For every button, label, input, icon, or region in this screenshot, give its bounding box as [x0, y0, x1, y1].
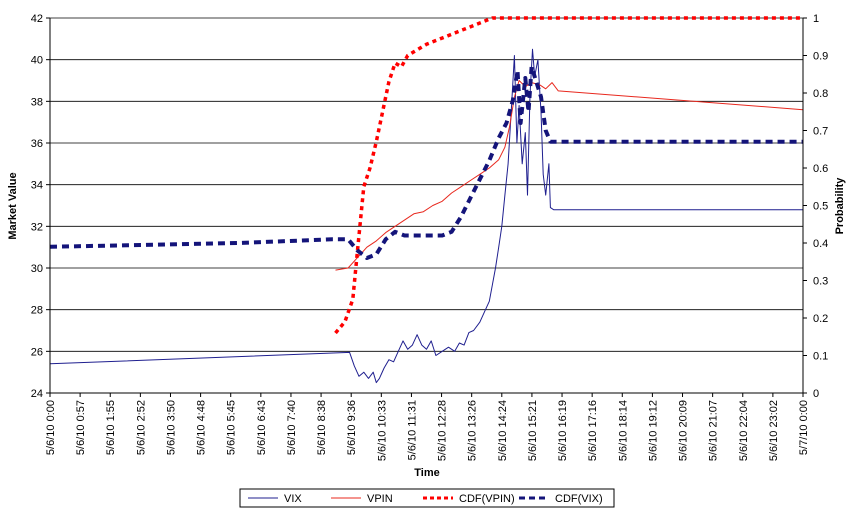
right-tick-label: 0.3 [813, 276, 828, 288]
x-tick-label: 5/6/10 15:21 [527, 400, 539, 461]
right-tick-label: 0.1 [813, 351, 828, 363]
x-tick-label: 5/6/10 11:31 [406, 400, 418, 460]
right-tick-label: 0.7 [813, 126, 828, 138]
legend-label: VIX [284, 493, 302, 505]
left-tick-label: 30 [31, 263, 43, 275]
x-tick-label: 5/6/10 23:02 [768, 400, 780, 461]
x-axis-ticks: 5/6/10 0:00 5/6/10 0:57 5/6/10 1:55 5/6/10 … [45, 393, 810, 461]
x-tick-label: 5/6/10 20:09 [678, 400, 690, 461]
left-tick-label: 38 [31, 96, 43, 108]
series-cdfvpin [334, 16, 803, 335]
right-tick-label: 0 [813, 388, 819, 400]
right-tick-label: 0.6 [813, 163, 828, 175]
x-tick-label: 5/6/10 12:28 [437, 400, 449, 461]
left-tick-label: 32 [31, 221, 43, 233]
series-layer [49, 16, 804, 384]
series-cdfvix [49, 64, 803, 260]
left-tick-label: 34 [31, 180, 43, 192]
x-tick-label: 5/6/10 0:57 [75, 400, 87, 455]
left-tick-label: 42 [31, 13, 43, 25]
gridlines [50, 17, 803, 352]
right-axis-ticks: 0 0.1 0.2 0.3 0.4 0.5 0.6 0.7 0.8 0.9 1 [803, 13, 828, 400]
x-tick-label: 5/6/10 10:33 [376, 400, 388, 461]
x-tick-label: 5/6/10 21:07 [708, 400, 720, 461]
series-vpin [335, 80, 804, 271]
right-tick-label: 0.9 [813, 51, 828, 63]
x-tick-label: 5/7/10 0:00 [798, 400, 810, 455]
left-tick-label: 36 [31, 138, 43, 150]
y-axis-right-title: Probability [834, 177, 846, 235]
legend-label: VPIN [367, 493, 393, 505]
x-tick-label: 5/6/10 2:52 [135, 400, 147, 455]
right-tick-label: 1 [813, 13, 819, 25]
left-tick-label: 24 [31, 388, 43, 400]
x-tick-label: 5/6/10 4:48 [196, 400, 208, 455]
x-tick-label: 5/6/10 22:04 [738, 400, 750, 461]
left-axis-ticks: 24 26 28 30 32 34 36 38 40 42 [31, 13, 50, 400]
x-tick-label: 5/6/10 18:14 [617, 400, 629, 461]
y-axis-left-title: Market Value [7, 172, 19, 239]
axes [49, 18, 804, 394]
x-tick-label: 5/6/10 17:16 [587, 400, 599, 461]
left-tick-label: 28 [31, 305, 43, 317]
x-tick-label: 5/6/10 8:38 [316, 400, 328, 455]
x-tick-label: 5/6/10 19:12 [647, 400, 659, 461]
right-tick-label: 0.5 [813, 201, 828, 213]
x-tick-label: 5/6/10 16:19 [557, 400, 569, 461]
x-tick-label: 5/6/10 1:55 [105, 400, 117, 455]
series-vix [49, 48, 803, 384]
x-tick-label: 5/6/10 6:43 [256, 400, 268, 455]
right-tick-label: 0.8 [813, 88, 828, 100]
left-tick-label: 40 [31, 55, 43, 67]
x-tick-label: 5/6/10 5:45 [226, 400, 238, 455]
x-tick-label: 5/6/10 7:40 [286, 400, 298, 455]
x-axis-title: Time [414, 467, 439, 479]
right-tick-label: 0.4 [813, 238, 828, 250]
x-tick-label: 5/6/10 14:24 [497, 400, 509, 461]
left-tick-label: 26 [31, 346, 43, 358]
x-tick-label: 5/6/10 9:36 [346, 400, 358, 455]
x-tick-label: 5/6/10 13:26 [467, 400, 479, 461]
legend: VIX VPIN CDF(VPIN) CDF(VIX) [239, 488, 615, 508]
right-tick-label: 0.2 [813, 313, 828, 325]
x-tick-label: 5/6/10 3:50 [165, 400, 177, 455]
x-tick-label: 5/6/10 0:00 [45, 400, 57, 455]
legend-label: CDF(VPIN) [459, 493, 515, 505]
legend-label: CDF(VIX) [555, 493, 603, 505]
